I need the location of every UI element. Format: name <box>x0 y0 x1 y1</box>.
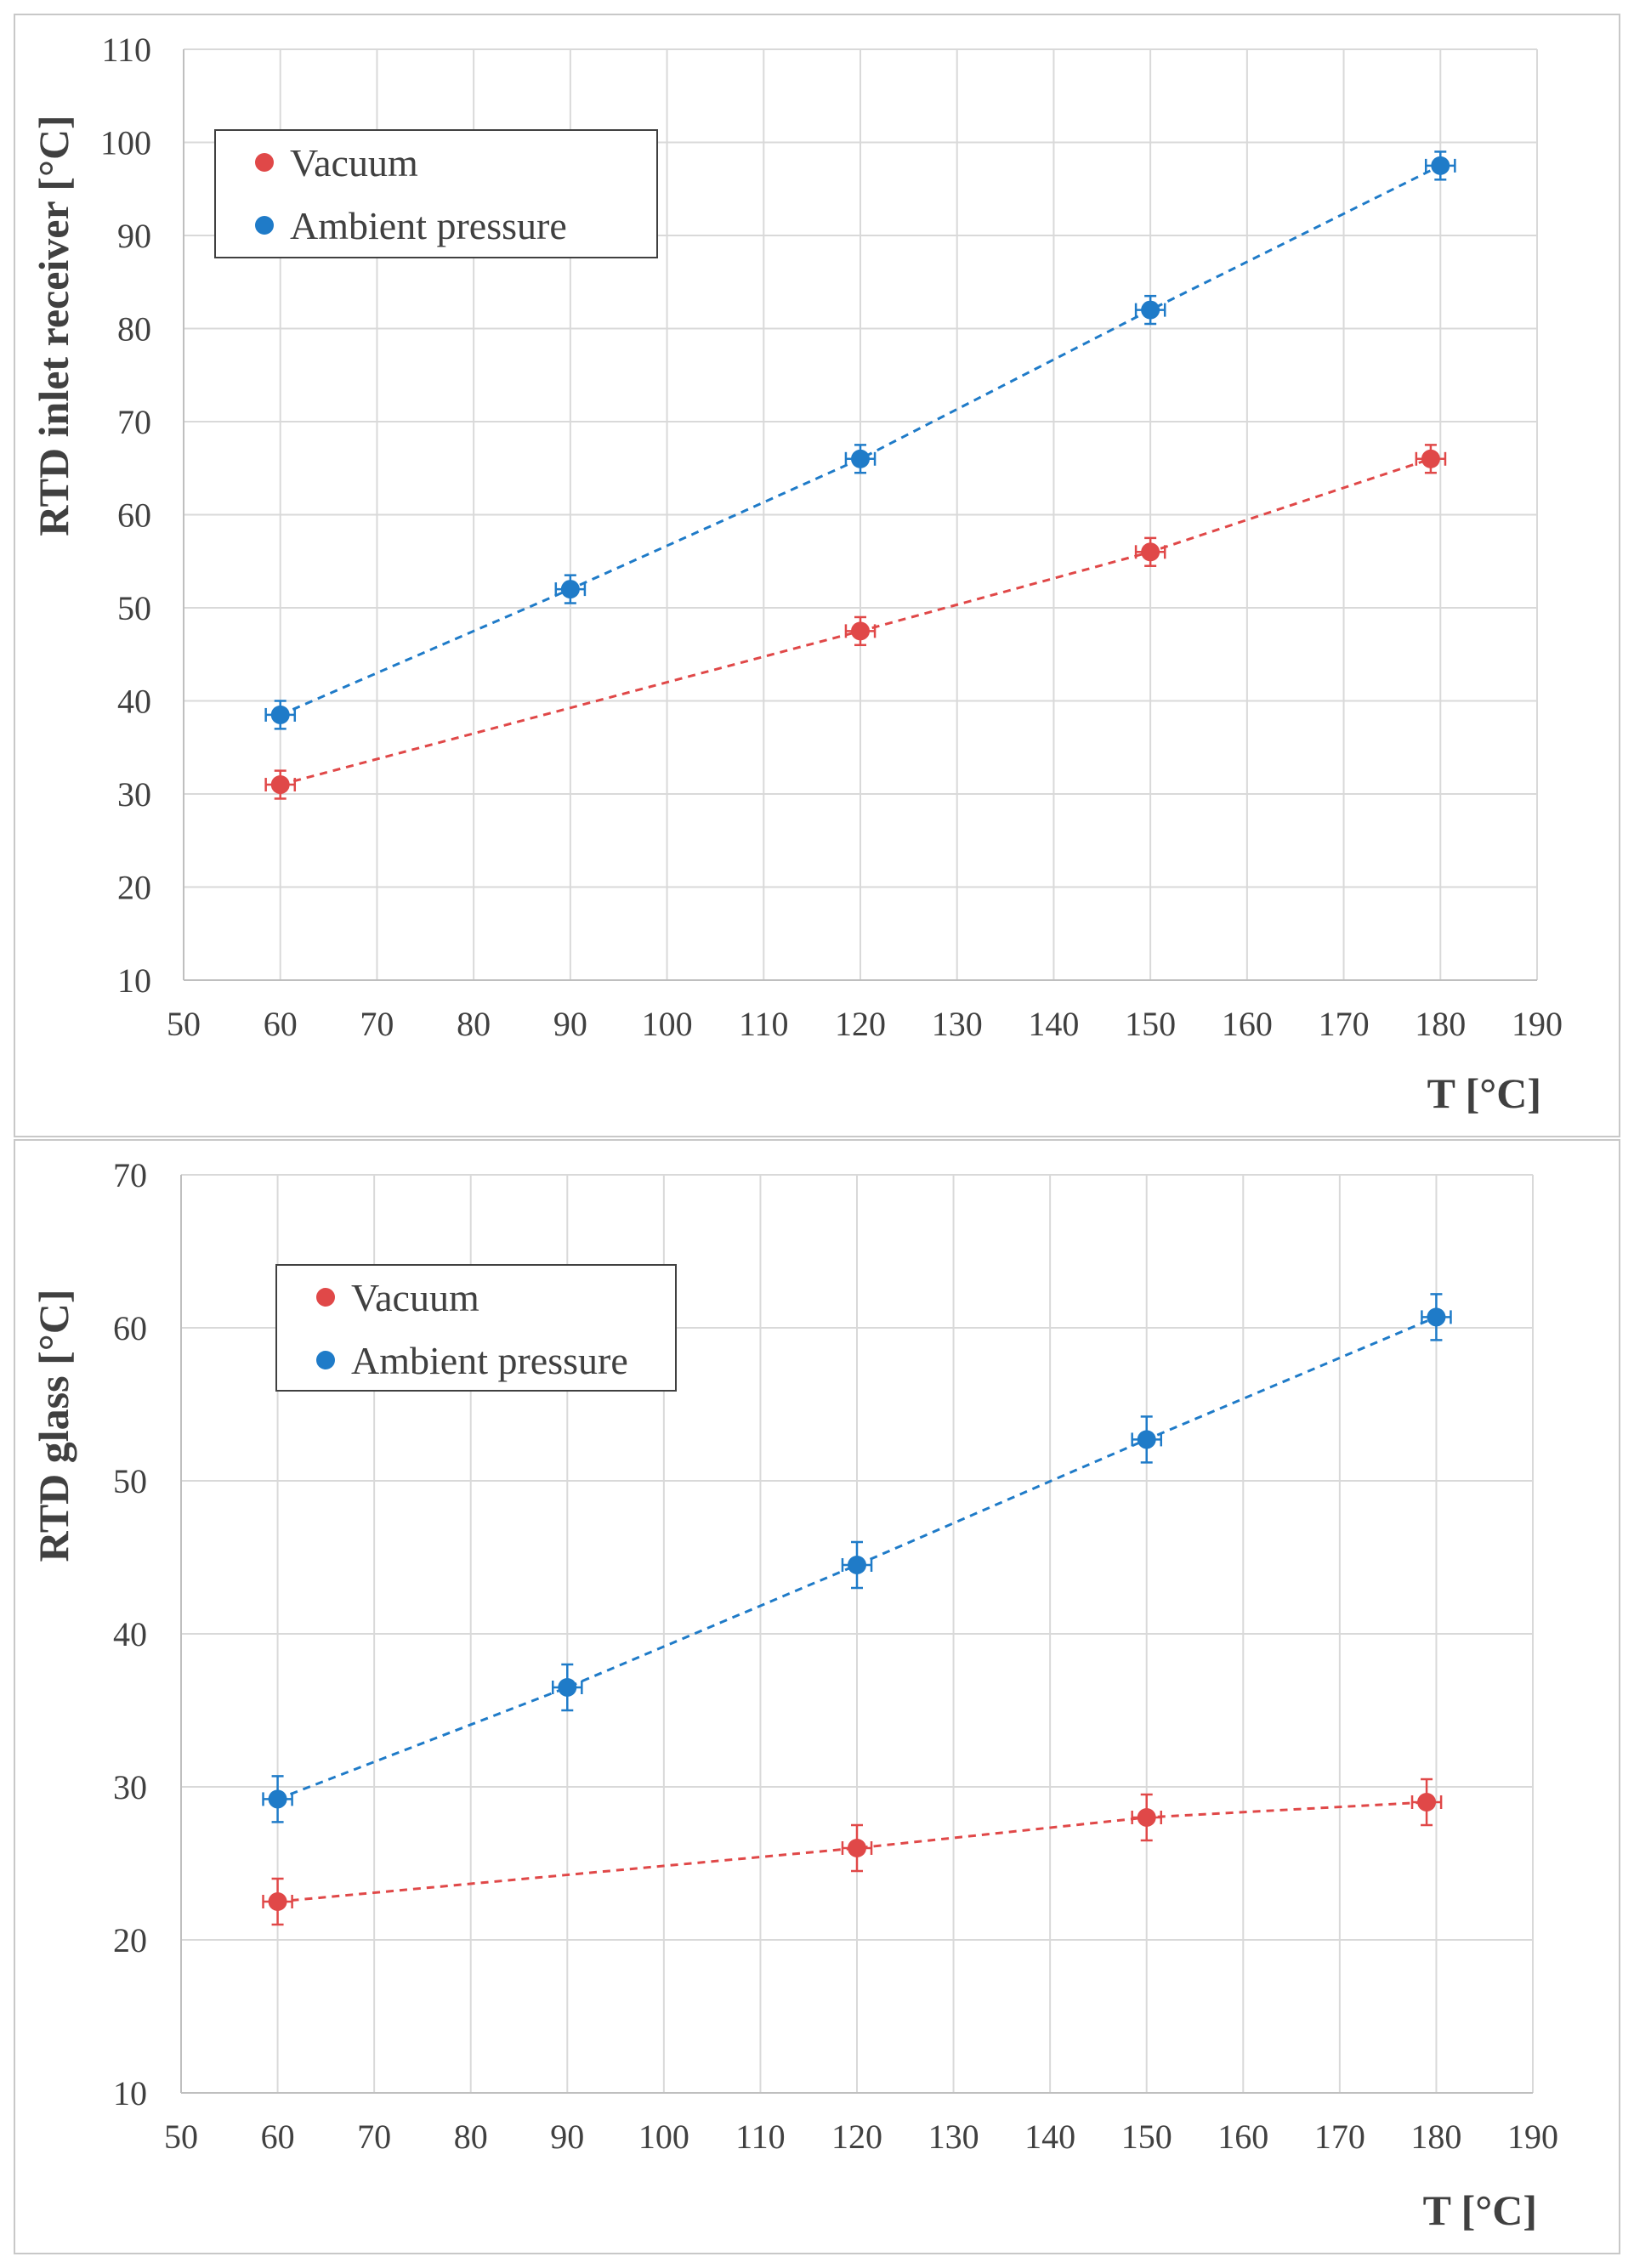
data-point <box>558 1678 577 1697</box>
x-tick-label: 80 <box>457 1005 491 1043</box>
data-point <box>270 775 290 795</box>
x-tick-label: 160 <box>1217 2118 1268 2156</box>
y-tick-label: 30 <box>113 1768 147 1806</box>
data-point <box>1417 1793 1437 1812</box>
y-tick-label: 100 <box>100 124 151 162</box>
series-ambient-pressure <box>264 150 1456 730</box>
data-point <box>1427 1307 1446 1327</box>
legend: Vacuum Ambient pressure <box>275 1264 677 1392</box>
y-tick-label: 80 <box>117 310 151 349</box>
gridlines <box>183 48 1538 981</box>
data-point <box>1141 300 1160 320</box>
x-tick-label: 140 <box>1024 2118 1075 2156</box>
x-tick-label: 70 <box>360 1005 394 1043</box>
x-tick-label: 130 <box>928 2118 979 2156</box>
x-tick-label: 60 <box>264 1005 298 1043</box>
x-tick-label: 170 <box>1319 1005 1370 1043</box>
x-tick-label: 120 <box>835 1005 886 1043</box>
y-tick-label: 10 <box>113 2074 147 2112</box>
legend-marker <box>316 1351 335 1369</box>
series-vacuum <box>262 1778 1443 1926</box>
trend-line <box>280 164 1441 717</box>
data-point <box>560 580 580 599</box>
chart-inlet-receiver: 50 60 70 80 90 100 110 120 130 140 150 160 170 180 190… <box>30 31 1563 1117</box>
x-tick-label: 180 <box>1415 1005 1466 1043</box>
trend-line <box>280 457 1432 786</box>
data-point <box>848 1556 866 1574</box>
y-tick-label: 90 <box>117 217 151 255</box>
x-tick-label: 90 <box>553 1005 587 1043</box>
x-tick-label: 60 <box>261 2118 295 2156</box>
x-tick-label: 130 <box>932 1005 983 1043</box>
data-point <box>268 1789 287 1809</box>
legend-marker <box>255 216 274 235</box>
y-tick-label: 50 <box>117 589 151 627</box>
y-tick-label: 50 <box>113 1462 147 1500</box>
series-ambient-pressure <box>262 1293 1452 1823</box>
x-tick-label: 70 <box>357 2118 391 2156</box>
data-point <box>848 1839 866 1857</box>
y-tick-label: 70 <box>117 403 151 441</box>
trend-line <box>277 1316 1438 1800</box>
x-tick-label: 160 <box>1222 1005 1273 1043</box>
x-tick-label: 80 <box>454 2118 488 2156</box>
series-vacuum <box>264 444 1447 800</box>
data-point <box>851 621 870 641</box>
data-point <box>1431 156 1450 175</box>
legend-label: Ambient pressure <box>351 1339 628 1382</box>
data-point <box>1421 449 1440 468</box>
x-tick-label: 190 <box>1507 2118 1558 2156</box>
x-tick-label: 100 <box>638 2118 689 2156</box>
x-tick-label: 190 <box>1512 1005 1563 1043</box>
data-point <box>1137 1808 1156 1827</box>
x-tick-label: 150 <box>1121 2118 1172 2156</box>
y-tick-label: 30 <box>117 775 151 814</box>
legend: Vacuum Ambient pressure <box>214 129 658 258</box>
x-tick-label: 50 <box>164 2118 198 2156</box>
y-tick-label: 20 <box>117 869 151 907</box>
data-point <box>1137 1430 1156 1449</box>
legend-label: Vacuum <box>290 141 418 184</box>
x-tick-label: 150 <box>1125 1005 1176 1043</box>
x-tick-label: 50 <box>167 1005 201 1043</box>
legend-label: Vacuum <box>351 1276 479 1319</box>
x-tick-label: 110 <box>739 1005 789 1043</box>
chart-glass: 50 60 70 80 90 100 110 120 130 140 150 160 170 180 190… <box>30 1156 1558 2234</box>
y-tick-label: 40 <box>113 1615 147 1653</box>
y-axis-title: RTD inlet receiver [°C] <box>30 115 77 536</box>
y-tick-label: 40 <box>117 683 151 721</box>
y-tick-label: 70 <box>113 1156 147 1194</box>
x-tick-label: 110 <box>735 2118 786 2156</box>
data-point <box>851 449 870 468</box>
chart-panel-inlet-receiver: 50 60 70 80 90 100 110 120 130 140 150 160 170 180 190… <box>14 14 1620 1137</box>
data-point <box>1141 542 1160 562</box>
legend-label: Ambient pressure <box>290 204 567 247</box>
x-tick-label: 140 <box>1028 1005 1079 1043</box>
x-axis-title: T [°C] <box>1423 2186 1537 2234</box>
legend-box <box>275 1264 677 1392</box>
y-tick-label: 20 <box>113 1921 147 1959</box>
x-tick-label: 90 <box>550 2118 584 2156</box>
x-tick-label: 170 <box>1314 2118 1365 2156</box>
data-point <box>268 1892 287 1911</box>
legend-marker <box>255 153 274 172</box>
x-tick-label: 180 <box>1410 2118 1461 2156</box>
y-tick-label: 60 <box>113 1309 147 1347</box>
y-axis-title: RTD glass [°C] <box>30 1289 77 1562</box>
y-tick-label: 110 <box>101 31 151 69</box>
chart-panel-glass: 50 60 70 80 90 100 110 120 130 140 150 160 170 180 190… <box>14 1139 1620 2254</box>
y-tick-label: 60 <box>117 496 151 535</box>
legend-box <box>214 129 658 258</box>
data-point <box>270 705 290 724</box>
legend-marker <box>316 1288 335 1307</box>
trend-line <box>277 1800 1427 1903</box>
y-tick-label: 10 <box>117 961 151 1000</box>
x-tick-label: 100 <box>642 1005 693 1043</box>
x-axis-title: T [°C] <box>1427 1069 1541 1117</box>
x-tick-label: 120 <box>831 2118 882 2156</box>
